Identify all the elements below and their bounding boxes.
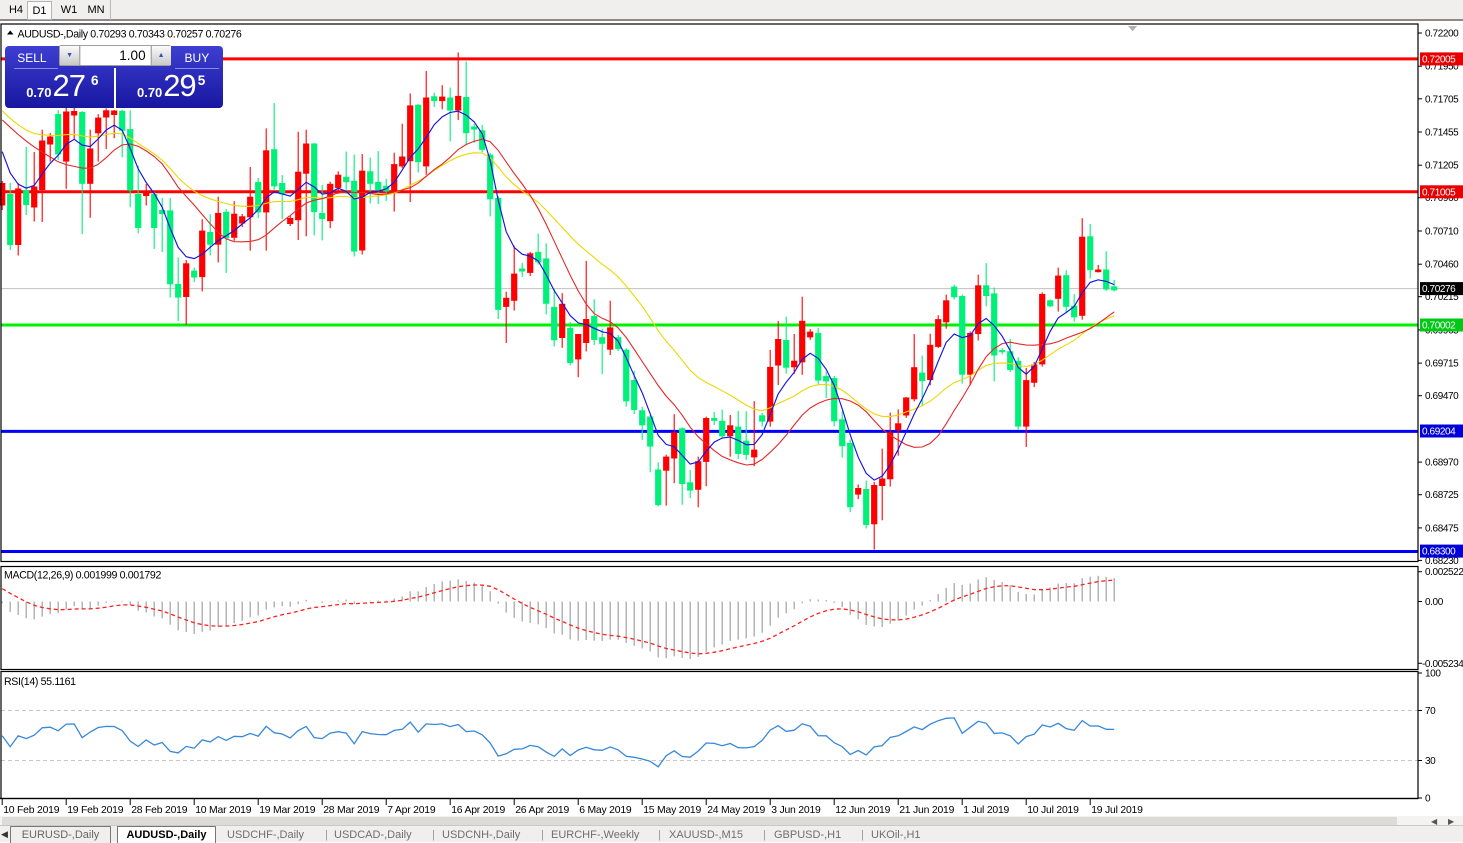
- svg-text:0.72005: 0.72005: [1422, 54, 1456, 65]
- svg-text:7 Apr 2019: 7 Apr 2019: [387, 805, 436, 816]
- svg-text:28 Mar 2019: 28 Mar 2019: [323, 805, 380, 816]
- svg-text:0.70276: 0.70276: [1422, 284, 1456, 295]
- svg-text:0.002522: 0.002522: [1425, 567, 1463, 578]
- svg-text:100: 100: [1425, 669, 1441, 680]
- svg-text:0.68970: 0.68970: [1425, 458, 1459, 469]
- svg-text:0.70215: 0.70215: [1425, 292, 1459, 303]
- svg-text:-0.005234: -0.005234: [1422, 659, 1463, 670]
- svg-text:24 May 2019: 24 May 2019: [707, 805, 765, 816]
- svg-text:0.71705: 0.71705: [1425, 94, 1459, 105]
- svg-text:0.71950: 0.71950: [1425, 62, 1459, 73]
- svg-text:0.70960: 0.70960: [1425, 193, 1459, 204]
- svg-text:0.69204: 0.69204: [1422, 427, 1456, 438]
- svg-text:19 Jul 2019: 19 Jul 2019: [1091, 805, 1143, 816]
- svg-text:16 Apr 2019: 16 Apr 2019: [451, 805, 505, 816]
- svg-text:21 Jun 2019: 21 Jun 2019: [899, 805, 954, 816]
- svg-text:26 Apr 2019: 26 Apr 2019: [515, 805, 569, 816]
- svg-text:AUDUSD-,Daily 0.70293 0.70343: AUDUSD-,Daily 0.70293 0.70343 0.70257 0.…: [18, 29, 242, 41]
- svg-text:0.71205: 0.71205: [1425, 161, 1459, 172]
- svg-text:0.71005: 0.71005: [1422, 187, 1456, 198]
- svg-text:15 May 2019: 15 May 2019: [643, 805, 701, 816]
- svg-text:0.70710: 0.70710: [1425, 227, 1459, 238]
- svg-text:RSI(14) 55.1161: RSI(14) 55.1161: [4, 676, 76, 688]
- svg-text:MACD(12,26,9) 0.001999 0.00179: MACD(12,26,9) 0.001999 0.001792: [4, 570, 161, 582]
- svg-text:70: 70: [1425, 706, 1436, 717]
- svg-text:0.68300: 0.68300: [1422, 547, 1456, 558]
- svg-text:10 Feb 2019: 10 Feb 2019: [3, 805, 60, 816]
- svg-text:0.68230: 0.68230: [1425, 556, 1459, 567]
- svg-text:0.72200: 0.72200: [1425, 29, 1459, 40]
- svg-text:0.00: 0.00: [1425, 597, 1444, 608]
- svg-text:1 Jul 2019: 1 Jul 2019: [963, 805, 1009, 816]
- svg-text:19 Mar 2019: 19 Mar 2019: [259, 805, 316, 816]
- svg-text:0.70002: 0.70002: [1422, 321, 1456, 332]
- svg-text:0: 0: [1425, 794, 1431, 805]
- svg-text:28 Feb 2019: 28 Feb 2019: [131, 805, 188, 816]
- svg-text:10 Mar 2019: 10 Mar 2019: [195, 805, 252, 816]
- svg-text:0.69715: 0.69715: [1425, 359, 1459, 370]
- svg-text:19 Feb 2019: 19 Feb 2019: [67, 805, 124, 816]
- svg-text:30: 30: [1425, 756, 1436, 767]
- svg-text:0.68475: 0.68475: [1425, 523, 1459, 534]
- svg-text:0.71455: 0.71455: [1425, 128, 1459, 139]
- svg-text:12 Jun 2019: 12 Jun 2019: [835, 805, 890, 816]
- svg-text:6 May 2019: 6 May 2019: [579, 805, 632, 816]
- svg-text:10 Jul 2019: 10 Jul 2019: [1027, 805, 1079, 816]
- svg-text:0.69470: 0.69470: [1425, 391, 1459, 402]
- svg-text:0.68725: 0.68725: [1425, 490, 1459, 501]
- svg-text:3 Jun 2019: 3 Jun 2019: [771, 805, 821, 816]
- svg-text:0.70460: 0.70460: [1425, 260, 1459, 271]
